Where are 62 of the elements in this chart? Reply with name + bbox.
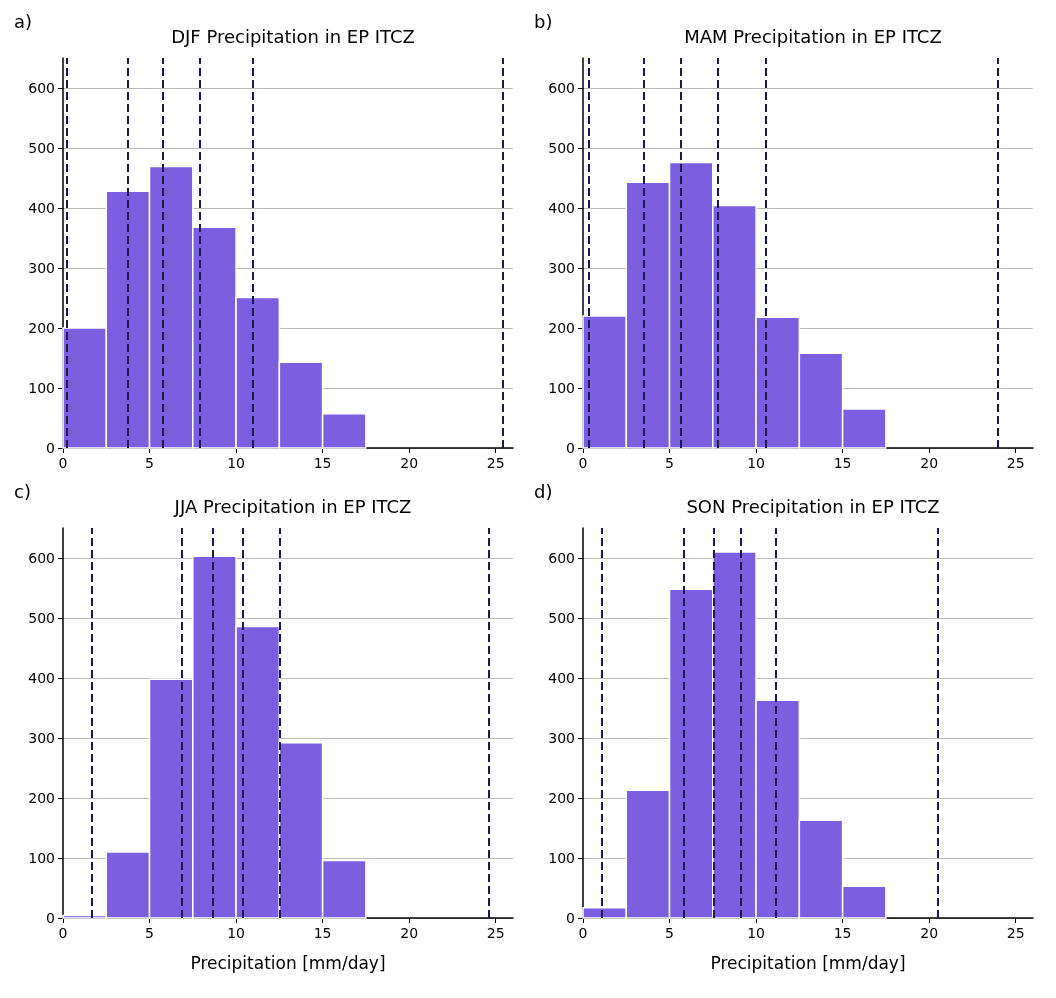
y-tick-label: 500 <box>28 140 55 156</box>
x-tick-label: 20 <box>920 455 939 471</box>
y-tick-label: 200 <box>548 320 575 336</box>
x-tick-label: 15 <box>833 925 852 941</box>
x-tick-label: 25 <box>486 925 505 941</box>
y-tick-label: 200 <box>548 790 575 806</box>
y-tick-label: 500 <box>548 140 575 156</box>
y-tick-label: 300 <box>28 730 55 746</box>
y-tick-label: 100 <box>28 850 55 866</box>
x-tick-label: 10 <box>747 925 765 941</box>
y-tick-label: 0 <box>566 440 575 456</box>
x-tick-label: 5 <box>665 455 674 471</box>
text: a) <box>14 10 33 32</box>
x-tick-label: 0 <box>578 455 588 471</box>
y-tick-label: 100 <box>28 380 55 396</box>
chart-title: JJA Precipitation in EP ITCZ <box>173 495 412 517</box>
y-tick-label: 400 <box>548 670 575 686</box>
y-tick-label: 400 <box>28 200 55 216</box>
x-tick-label: 5 <box>145 925 154 941</box>
x-tick-label: 25 <box>1006 925 1025 941</box>
text: c) <box>14 480 31 502</box>
y-tick-label: 600 <box>28 550 55 566</box>
x-tick-label: 10 <box>227 925 245 941</box>
y-tick-label: 600 <box>548 550 575 566</box>
y-tick-label: 300 <box>548 730 575 746</box>
y-tick-label: 100 <box>548 850 575 866</box>
y-tick-label: 200 <box>28 320 55 336</box>
text: d) <box>534 480 553 502</box>
x-tick-label: 25 <box>1006 455 1025 471</box>
y-tick-label: 0 <box>46 910 55 926</box>
y-tick-label: 600 <box>548 80 575 96</box>
chart-title: SON Precipitation in EP ITCZ <box>686 495 940 517</box>
x-tick-label: 0 <box>58 455 68 471</box>
y-tick-label: 400 <box>548 200 575 216</box>
x-tick-label: 10 <box>227 455 245 471</box>
chart-title: MAM Precipitation in EP ITCZ <box>684 25 942 47</box>
y-tick-label: 0 <box>46 440 55 456</box>
y-tick-label: 500 <box>548 610 575 626</box>
y-tick-label: 300 <box>28 260 55 276</box>
x-tick-label: 5 <box>145 455 154 471</box>
y-tick-label: 100 <box>548 380 575 396</box>
x-tick-label: 20 <box>400 455 419 471</box>
x-tick-label: 15 <box>313 925 332 941</box>
x-tick-label: 0 <box>578 925 588 941</box>
y-tick-label: 0 <box>566 910 575 926</box>
y-tick-label: 200 <box>28 790 55 806</box>
x-tick-label: 20 <box>400 925 419 941</box>
y-tick-label: 600 <box>28 80 55 96</box>
x-tick-label: 15 <box>313 455 332 471</box>
x-tick-label: 10 <box>747 455 765 471</box>
x-tick-label: 0 <box>58 925 68 941</box>
chart-title: DJF Precipitation in EP ITCZ <box>171 25 415 47</box>
y-tick-label: 400 <box>28 670 55 686</box>
y-tick-label: 300 <box>548 260 575 276</box>
text: b) <box>534 10 553 32</box>
y-tick-label: 500 <box>28 610 55 626</box>
x-tick-label: 20 <box>920 925 939 941</box>
x-axis-title: Precipitation [mm/day] <box>710 952 906 973</box>
x-axis-title: Precipitation [mm/day] <box>190 952 386 973</box>
x-tick-label: 25 <box>486 455 505 471</box>
x-tick-label: 5 <box>665 925 674 941</box>
x-tick-label: 15 <box>833 455 852 471</box>
